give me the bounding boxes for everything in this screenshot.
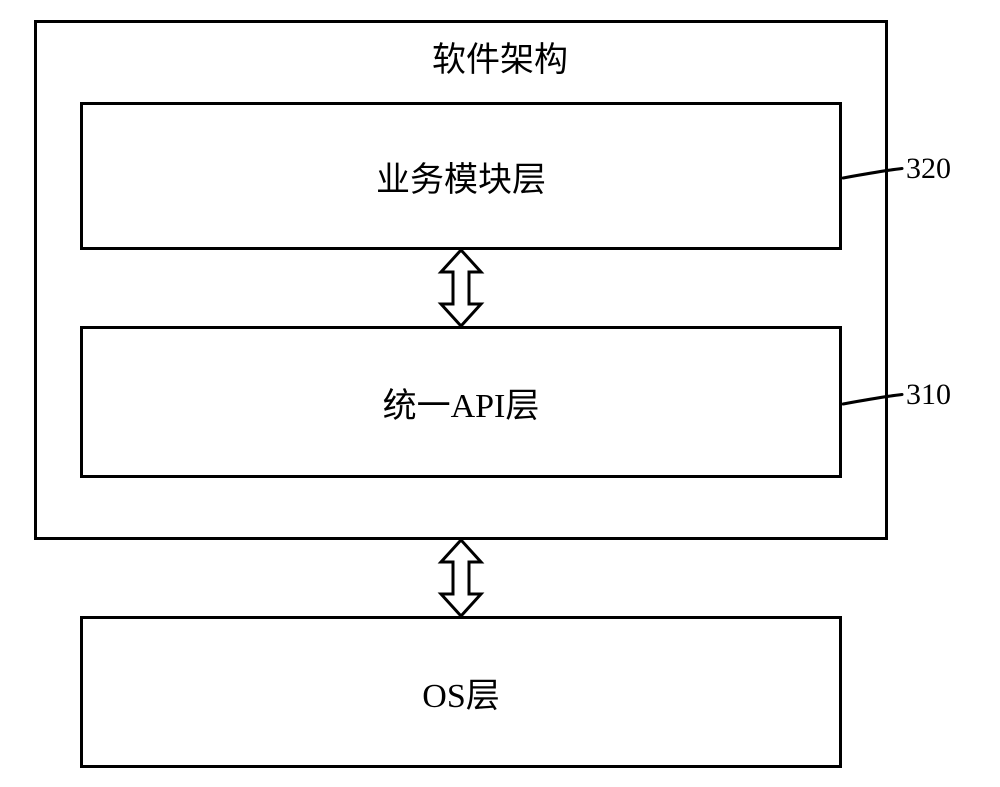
arrow-api-os xyxy=(0,0,1000,787)
diagram-canvas: 软件架构业务模块层320统一API层310OS层 xyxy=(0,0,1000,787)
